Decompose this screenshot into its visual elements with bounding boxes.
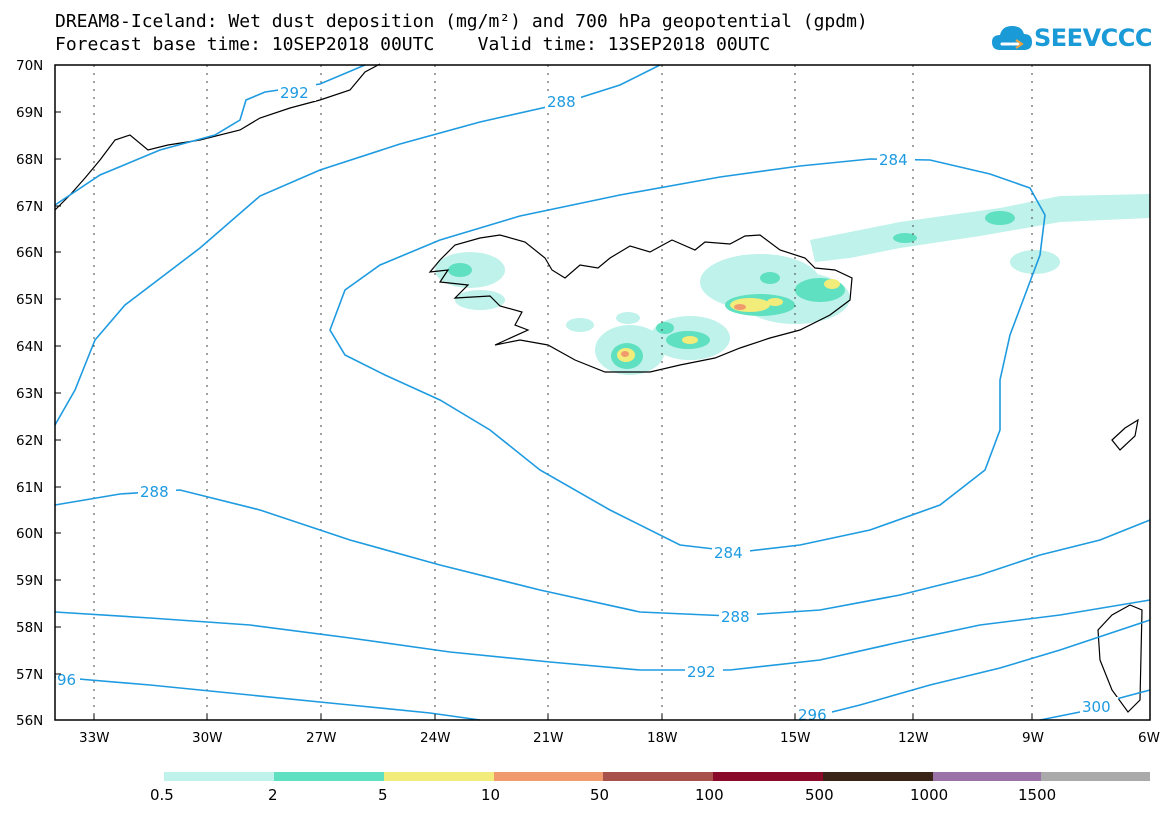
lon-label: 30W [192,730,223,746]
scotland-coast [1097,604,1143,713]
legend-swatch [823,772,933,781]
legend-label: 1000 [910,786,948,804]
faroe-coast [1111,418,1139,451]
iceland-coast [428,234,853,373]
lat-label: 62N [16,433,43,449]
lat-label: 70N [16,58,43,74]
graticule [93,65,1033,720]
lat-label: 58N [16,620,43,636]
legend-label: 50 [590,786,609,804]
coastlines [54,63,1143,713]
contour-292-north [54,64,366,206]
lon-label: 27W [306,730,337,746]
legend-label: 1500 [1018,786,1056,804]
lat-label: 65N [16,292,43,308]
cloud-icon [992,26,1032,50]
lat-label: 68N [16,152,43,168]
latitude-labels: 70N 69N 68N 67N 66N 65N 64N 63N 62N 61N … [16,58,43,729]
lon-label: 21W [533,730,564,746]
contour-labels: 292 288 284 288 284 288 292 96 296 300 [56,83,1118,724]
lon-label: 9W [1022,730,1044,746]
legend-label: 5 [378,786,388,804]
legend-label: 100 [695,786,724,804]
color-legend: 0.5 2 5 10 50 100 500 1000 1500 [150,772,1150,804]
dust-deposition-shading [435,194,1150,375]
legend-swatch [933,772,1041,781]
legend-swatch [603,772,713,781]
axis-ticks [55,64,1033,720]
lat-label: 69N [16,105,43,121]
contour-288-north [54,64,661,426]
lat-label: 60N [16,526,43,542]
contour-296-east [799,619,1151,721]
lon-label: 6W [1138,730,1160,746]
legend-swatch [494,772,603,781]
legend-swatch [274,772,384,781]
lat-label: 56N [16,713,43,729]
lon-label: 15W [780,730,811,746]
chart-title-line1: DREAM8-Iceland: Wet dust deposition (mg/… [55,11,868,32]
lon-label: 18W [647,730,678,746]
contour-label: 284 [879,151,908,169]
seevccc-logo: SEEVCCC [990,20,1153,58]
contour-label: 96 [57,671,76,689]
greenland-coast [54,63,381,211]
lat-label: 57N [16,667,43,683]
contour-label: 292 [687,663,716,681]
legend-swatch [164,772,274,781]
contour-296-west [54,676,481,721]
legend-swatch [384,772,494,781]
lat-label: 66N [16,245,43,261]
contour-label: 284 [714,544,743,562]
lon-label: 24W [420,730,451,746]
legend-label: 10 [481,786,500,804]
contour-288-south [54,489,1151,617]
legend-label: 2 [268,786,278,804]
legend-swatch [713,772,823,781]
chart-title-line2: Forecast base time: 10SEP2018 00UTC Vali… [55,34,771,55]
legend-swatch [1041,772,1150,781]
longitude-labels: 33W 30W 27W 24W 21W 18W 15W 12W 9W 6W [79,730,1160,746]
lat-label: 64N [16,339,43,355]
logo-text: SEEVCCC [1034,24,1153,52]
lat-label: 61N [16,480,43,496]
contour-label: 296 [798,706,827,724]
contour-284 [329,158,1046,553]
lon-label: 33W [79,730,110,746]
legend-label: 0.5 [150,786,174,804]
lon-label: 12W [898,730,929,746]
contour-label: 300 [1082,698,1111,716]
lat-label: 63N [16,386,43,402]
legend-label: 500 [805,786,834,804]
contour-label: 288 [721,608,750,626]
contour-292-south [54,599,1151,671]
lat-label: 59N [16,573,43,589]
geopotential-contours [54,64,1151,721]
contour-label: 288 [140,483,169,501]
lat-label: 67N [16,199,43,215]
map-frame [54,64,1151,721]
contour-label: 292 [280,84,309,102]
contour-label: 288 [547,93,576,111]
